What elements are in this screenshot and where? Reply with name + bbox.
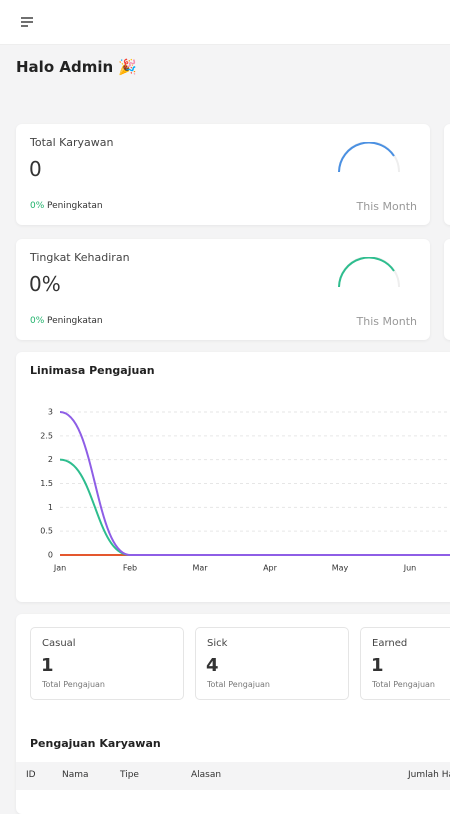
stat-label: Casual: [42, 638, 76, 649]
stat-caption: Total Pengajuan: [42, 680, 106, 689]
x-tick-label: Jun: [403, 564, 417, 573]
column-header: Nama: [62, 770, 89, 780]
change-label: Peningkatan: [47, 316, 103, 326]
stat-label: Sick: [207, 638, 228, 649]
y-tick-label: 1.5: [40, 479, 53, 488]
y-tick-label: 2: [48, 455, 53, 464]
leave-card: Casual 1 Total Pengajuan Sick 4 Total Pengaju…: [16, 614, 450, 814]
card-peek: [444, 239, 450, 340]
x-tick-label: May: [332, 564, 349, 573]
stat-caption: Total Pengajuan: [372, 680, 436, 689]
card-value: 0%: [29, 272, 61, 296]
stat-box: Casual 1 Total Pengajuan: [30, 627, 184, 700]
column-header: Jumlah Hari: [408, 770, 450, 780]
summary-card: Total Karyawan 0 0% Peningkatan This Month: [16, 124, 430, 225]
change-label: Peningkatan: [47, 201, 103, 211]
x-tick-label: Apr: [263, 564, 278, 573]
change-value: 0%: [30, 316, 45, 326]
y-tick-label: 2.5: [40, 431, 53, 440]
stat-label: Earned: [372, 638, 408, 649]
chart-card: Linimasa Pengajuan 0 0.5 1 1.5 2 2.5 3 Jan Feb Ma…: [16, 352, 450, 602]
x-tick-label: Feb: [123, 564, 137, 573]
stat-value: 4: [206, 655, 219, 676]
period: This Month: [356, 315, 417, 328]
summary-card: Tingkat Kehadiran 0% 0% Peningkatan This Mon…: [16, 239, 430, 340]
stat-value: 1: [41, 655, 54, 676]
gauge-arc: [338, 257, 395, 288]
table-header: ID Nama Tipe Alasan Jumlah Hari: [16, 762, 450, 790]
y-tick-label: 0: [48, 551, 53, 560]
column-header: Alasan: [191, 770, 222, 780]
line-chart: 0 0.5 1 1.5 2 2.5 3 Jan Feb Mar Apr May Jun: [40, 408, 450, 573]
x-tick-label: Jan: [53, 564, 66, 573]
menu-button[interactable]: [20, 16, 34, 28]
card-value: 0: [29, 157, 42, 181]
period: This Month: [356, 200, 417, 213]
card-title: Total Karyawan: [30, 136, 114, 149]
card-peek: [444, 124, 450, 225]
y-tick-label: 0.5: [40, 527, 53, 536]
chart-title: Linimasa Pengajuan: [30, 364, 155, 377]
y-tick-label: 3: [48, 408, 53, 417]
top-bar: [0, 0, 450, 45]
column-header: Tipe: [120, 770, 139, 780]
stat-box: Earned 1 Total Pengajuan: [360, 627, 450, 700]
gauge-track: [338, 142, 400, 173]
card-title: Tingkat Kehadiran: [30, 251, 130, 264]
gauge-arc: [338, 142, 395, 173]
change-value: 0%: [30, 201, 45, 211]
gauge-track: [338, 257, 400, 288]
gauge: [338, 257, 400, 288]
gauge: [338, 142, 400, 173]
x-tick-label: Mar: [192, 564, 208, 573]
series-line: [59, 411, 450, 557]
stat-value: 1: [371, 655, 384, 676]
stat-box: Sick 4 Total Pengajuan: [195, 627, 349, 700]
greeting: Halo Admin 🎉: [16, 58, 138, 76]
table-title: Pengajuan Karyawan: [30, 737, 161, 750]
column-header: ID: [26, 770, 36, 780]
y-tick-label: 1: [48, 503, 53, 512]
stat-caption: Total Pengajuan: [207, 680, 271, 689]
